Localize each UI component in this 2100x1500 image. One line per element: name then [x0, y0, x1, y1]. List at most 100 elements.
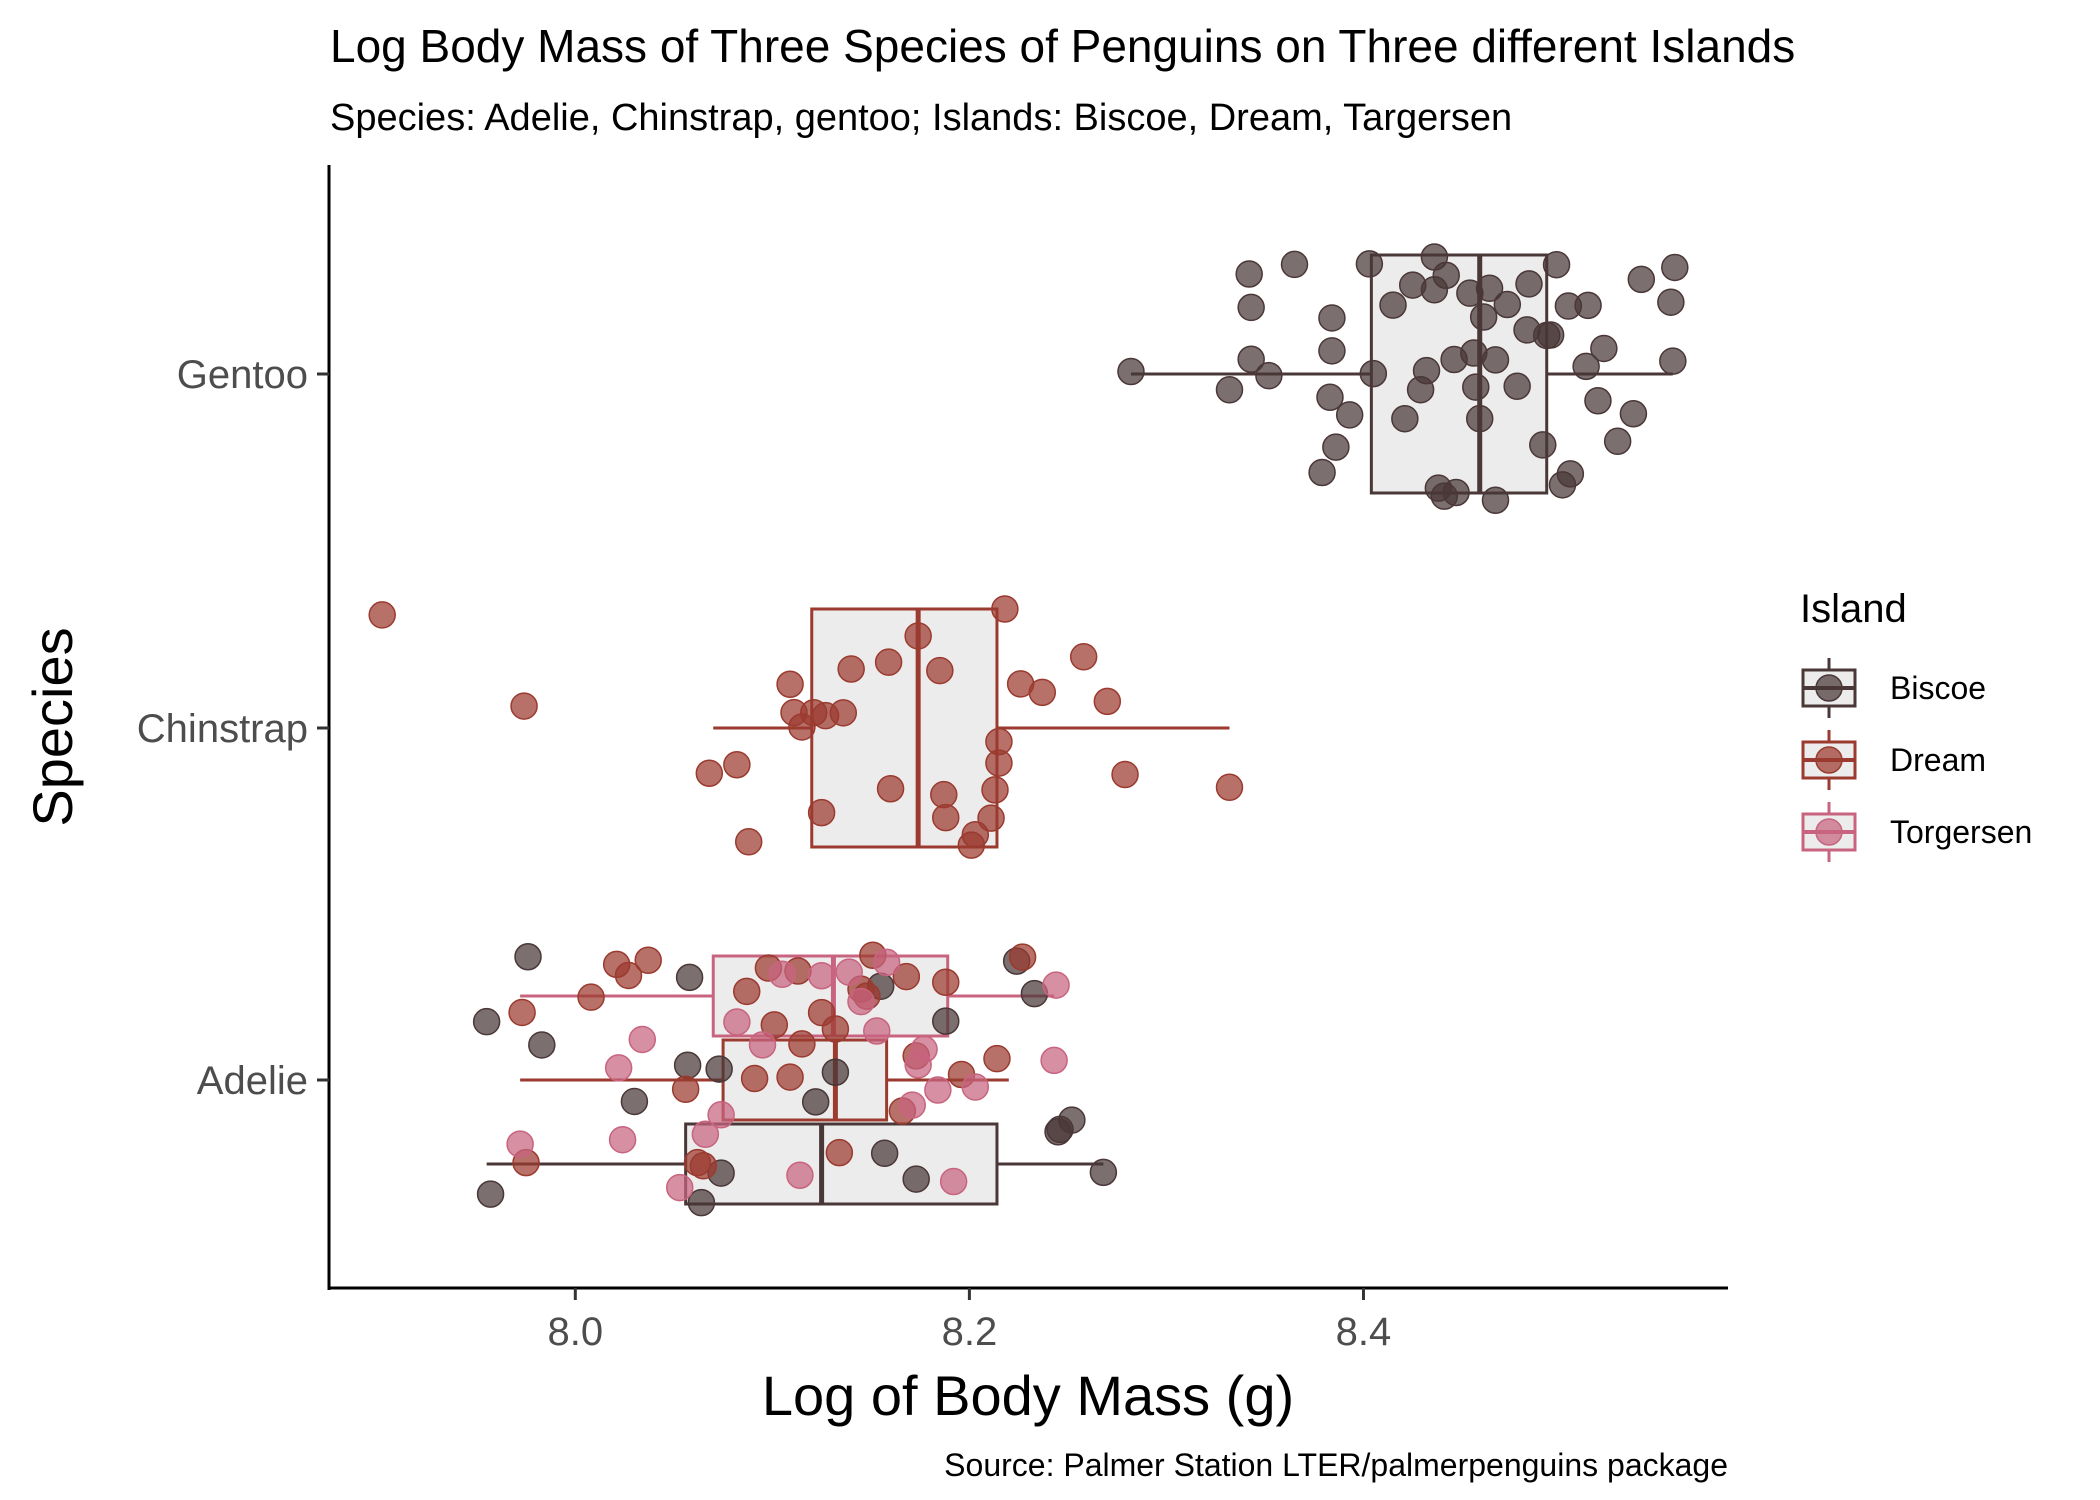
- point-adelie-dream: [508, 998, 536, 1027]
- point-chinstrap-dream: [876, 775, 905, 803]
- points-layer: [368, 243, 1689, 1217]
- point-gentoo-biscoe: [1465, 404, 1494, 433]
- point-gentoo-biscoe: [1529, 431, 1557, 459]
- point-adelie-biscoe: [870, 1139, 899, 1168]
- point-gentoo-biscoe: [1572, 352, 1600, 381]
- point-gentoo-biscoe: [1619, 399, 1648, 428]
- point-adelie-torgersen: [1042, 971, 1070, 999]
- chart-caption: Source: Palmer Station LTER/palmerpengui…: [944, 1447, 1728, 1483]
- point-gentoo-biscoe: [1412, 356, 1441, 385]
- point-gentoo-biscoe: [1536, 321, 1565, 349]
- point-chinstrap-dream: [1215, 773, 1244, 802]
- point-adelie-torgersen: [506, 1130, 534, 1158]
- y-tick-label: Chinstrap: [137, 707, 308, 751]
- legend-label: Dream: [1890, 742, 1986, 778]
- point-adelie-biscoe: [1089, 1158, 1118, 1187]
- point-gentoo-biscoe: [1237, 293, 1265, 322]
- point-adelie-biscoe: [931, 1007, 960, 1035]
- point-adelie-dream: [689, 1152, 718, 1180]
- point-adelie-dream: [931, 968, 960, 997]
- point-chinstrap-dream: [723, 750, 751, 779]
- point-adelie-torgersen: [665, 1173, 694, 1202]
- point-gentoo-biscoe: [1432, 261, 1460, 290]
- point-gentoo-biscoe: [1574, 291, 1602, 320]
- point-adelie-torgersen: [723, 1008, 751, 1036]
- point-adelie-torgersen: [807, 961, 836, 990]
- legend-label: Torgersen: [1890, 814, 2032, 850]
- point-chinstrap-dream: [1111, 760, 1139, 789]
- point-gentoo-biscoe: [1318, 337, 1346, 365]
- legend-item-biscoe: Biscoe: [1801, 658, 1986, 718]
- point-gentoo-biscoe: [1556, 460, 1585, 488]
- point-gentoo-biscoe: [1316, 383, 1344, 411]
- point-adelie-biscoe: [620, 1087, 649, 1116]
- point-adelie-torgersen: [939, 1167, 968, 1196]
- x-tick-label: 8.2: [942, 1310, 998, 1354]
- point-adelie-torgersen: [768, 960, 796, 989]
- point-adelie-biscoe: [801, 1088, 830, 1116]
- point-adelie-dream: [1008, 943, 1037, 971]
- point-gentoo-biscoe: [1255, 361, 1283, 390]
- point-chinstrap-dream: [985, 727, 1013, 756]
- point-gentoo-biscoe: [1462, 373, 1490, 401]
- point-adelie-torgersen: [898, 1091, 926, 1119]
- point-adelie-torgersen: [847, 987, 875, 1016]
- point-chinstrap-dream: [734, 828, 763, 856]
- point-gentoo-biscoe: [1627, 265, 1656, 294]
- legend-key-point: [1815, 674, 1843, 702]
- chart-subtitle: Species: Adelie, Chinstrap, gentoo; Isla…: [330, 97, 1512, 139]
- point-chinstrap-dream: [1028, 678, 1057, 707]
- point-adelie-dream: [614, 961, 643, 990]
- point-adelie-dream: [821, 1015, 850, 1043]
- point-adelie-torgersen: [707, 1101, 735, 1129]
- point-adelie-biscoe: [705, 1055, 733, 1083]
- point-chinstrap-dream: [695, 759, 724, 787]
- point-chinstrap-dream: [1093, 687, 1122, 716]
- point-adelie-dream: [788, 1030, 816, 1058]
- point-gentoo-biscoe: [1659, 347, 1687, 375]
- point-chinstrap-dream: [981, 776, 1009, 804]
- point-adelie-dream: [825, 1138, 854, 1167]
- point-adelie-torgersen: [691, 1120, 720, 1148]
- boxes-layer: [486, 253, 1673, 1206]
- point-gentoo-biscoe: [1442, 478, 1470, 507]
- point-adelie-torgersen: [872, 948, 901, 977]
- point-gentoo-biscoe: [1359, 359, 1388, 388]
- point-chinstrap-dream: [926, 656, 954, 685]
- point-adelie-torgersen: [1040, 1046, 1068, 1075]
- point-chinstrap-dream: [991, 595, 1019, 623]
- point-gentoo-biscoe: [1603, 427, 1632, 456]
- point-adelie-torgersen: [604, 1054, 633, 1082]
- point-gentoo-biscoe: [1322, 433, 1350, 461]
- point-chinstrap-dream: [837, 655, 865, 683]
- point-adelie-biscoe: [675, 963, 704, 992]
- point-adelie-torgersen: [961, 1073, 990, 1101]
- point-adelie-dream: [634, 946, 662, 975]
- point-gentoo-biscoe: [1542, 250, 1571, 279]
- point-adelie-dream: [776, 1063, 804, 1091]
- y-axis-title: Species: [21, 627, 84, 826]
- x-axis-title: Log of Body Mass (g): [762, 1364, 1294, 1427]
- box-iqr: [810, 607, 999, 849]
- point-gentoo-biscoe: [1379, 291, 1407, 319]
- point-chinstrap-dream: [904, 622, 932, 650]
- point-gentoo-biscoe: [1657, 288, 1685, 316]
- point-gentoo-biscoe: [1475, 274, 1504, 303]
- legend-key-point: [1815, 746, 1843, 774]
- chart-title: Log Body Mass of Three Species of Pengui…: [330, 20, 1795, 72]
- x-tick-label: 8.0: [547, 1310, 603, 1354]
- point-gentoo-biscoe: [1493, 290, 1522, 319]
- point-gentoo-biscoe: [1355, 250, 1384, 278]
- point-chinstrap-dream: [776, 670, 804, 698]
- point-gentoo-biscoe: [1661, 253, 1689, 282]
- legend-item-torgersen: Torgersen: [1801, 802, 2032, 862]
- legend: Island Biscoe Dream Torgersen: [1800, 587, 2032, 862]
- point-adelie-torgersen: [786, 1161, 814, 1190]
- point-adelie-biscoe: [476, 1180, 505, 1208]
- point-gentoo-biscoe: [1235, 260, 1263, 288]
- point-adelie-biscoe: [687, 1188, 716, 1217]
- point-adelie-torgersen: [628, 1025, 657, 1054]
- point-chinstrap-dream: [368, 601, 396, 629]
